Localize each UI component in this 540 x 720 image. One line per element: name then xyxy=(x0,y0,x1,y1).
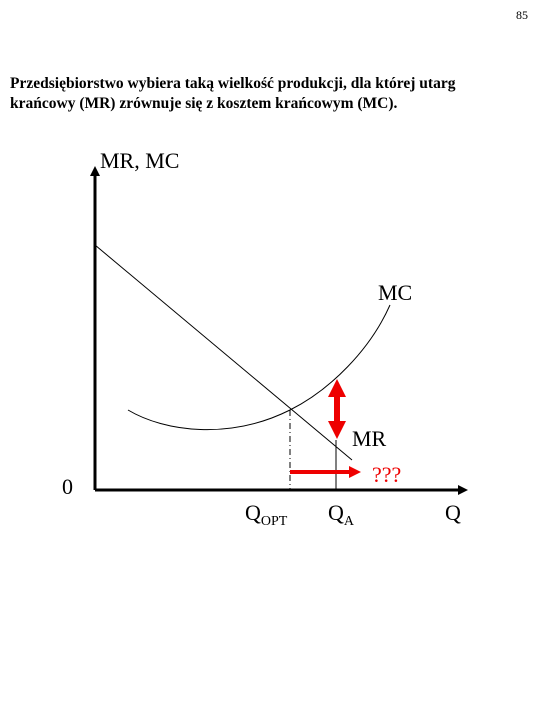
heading: Przedsiębiorstwo wybiera taką wielkość p… xyxy=(10,74,535,114)
question-label: ??? xyxy=(372,462,401,487)
mc-label: MC xyxy=(378,280,412,305)
q-main: Q xyxy=(245,500,261,525)
mr-line xyxy=(94,244,353,461)
origin-label: 0 xyxy=(62,474,73,499)
heading-line: Przedsiębiorstwo wybiera taką wielkość p… xyxy=(10,75,456,92)
y-axis-arrow xyxy=(90,166,100,176)
q-a-label: QA xyxy=(328,500,355,529)
q-sub: OPT xyxy=(261,514,288,529)
mc-curve xyxy=(127,304,391,431)
page-number: 85 xyxy=(516,8,528,22)
mr-label: MR xyxy=(352,426,387,451)
x-axis-arrow xyxy=(458,485,468,495)
q-opt-label: QOPT xyxy=(245,500,288,529)
q-sub: A xyxy=(344,514,355,529)
q-main: Q xyxy=(328,500,344,525)
x-axis-label: Q xyxy=(445,500,461,525)
heading-line: krańcowy (MR) zrównuje się z kosztem kra… xyxy=(10,95,398,112)
y-axis-label: MR, MC xyxy=(100,148,179,173)
